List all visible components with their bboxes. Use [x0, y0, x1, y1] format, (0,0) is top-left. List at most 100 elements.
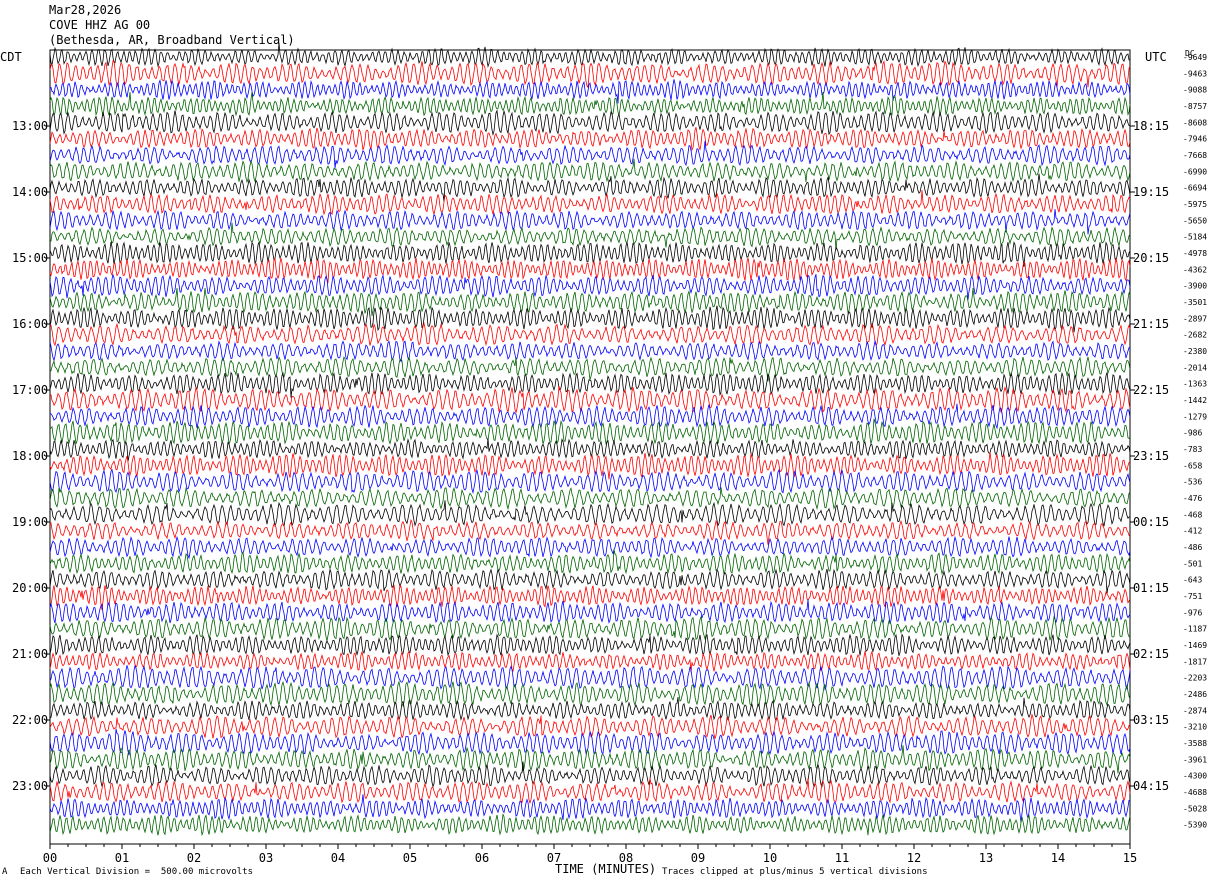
dc-offset-label: -486 — [1183, 543, 1202, 552]
dc-offset-label: -783 — [1183, 445, 1202, 454]
trace-line — [49, 109, 1131, 136]
trace-line — [49, 209, 1131, 235]
dc-offset-label: -2203 — [1183, 674, 1207, 683]
dc-offset-label: -1187 — [1183, 625, 1207, 634]
dc-offset-label: -4362 — [1183, 265, 1207, 274]
trace-line — [49, 451, 1131, 480]
trace-line — [49, 500, 1130, 528]
right-tick-label: 22:15 — [1133, 383, 1169, 397]
dc-offset-label: -5390 — [1183, 821, 1207, 830]
left-tick-label: 20:00 — [12, 581, 48, 595]
trace-line — [49, 813, 1131, 837]
trace-line — [49, 680, 1131, 708]
trace-line — [49, 713, 1131, 739]
dc-offset-label: -5650 — [1183, 216, 1207, 225]
dc-offset-label: -476 — [1183, 494, 1202, 503]
dc-offset-label: -2486 — [1183, 690, 1207, 699]
trace-line — [49, 140, 1131, 169]
x-axis-title: TIME (MINUTES) — [555, 862, 657, 876]
trace-line — [49, 222, 1131, 250]
trace-line — [49, 664, 1131, 691]
right-tick-label: 01:15 — [1133, 581, 1169, 595]
trace-line — [49, 158, 1131, 184]
dc-offset-label: -3210 — [1183, 723, 1207, 732]
header-station: COVE HHZ AG 00 — [49, 18, 151, 32]
trace-line — [49, 518, 1131, 545]
dc-offset-label: -5975 — [1183, 200, 1207, 209]
x-tick-label: 09 — [691, 851, 705, 865]
x-tick-label: 14 — [1051, 851, 1065, 865]
trace-line — [49, 385, 1131, 415]
trace-line — [49, 486, 1131, 511]
left-tick-label: 18:00 — [12, 449, 48, 463]
right-axis-title: UTC — [1145, 50, 1167, 64]
x-tick-label: 07 — [547, 851, 561, 865]
x-tick-label: 10 — [763, 851, 777, 865]
dc-offset-label: -7946 — [1183, 135, 1207, 144]
trace-line — [49, 91, 1131, 117]
dc-offset-label: -536 — [1183, 478, 1202, 487]
trace-line — [49, 371, 1131, 398]
x-tick-label: 05 — [403, 851, 417, 865]
dc-offset-label: -3961 — [1183, 755, 1207, 764]
right-tick-label: 23:15 — [1133, 449, 1169, 463]
left-tick-label: 14:00 — [12, 185, 48, 199]
dc-offset-label: -2682 — [1183, 331, 1207, 340]
right-tick-label: 00:15 — [1133, 515, 1169, 529]
dc-offset-label: -7668 — [1183, 151, 1207, 160]
x-tick-label: 06 — [475, 851, 489, 865]
dc-offset-label: -6990 — [1183, 167, 1207, 176]
x-tick-label: 01 — [115, 851, 129, 865]
right-tick-label: 02:15 — [1133, 647, 1169, 661]
dc-offset-label: -2380 — [1183, 347, 1207, 356]
trace-line — [49, 535, 1131, 560]
trace-line — [49, 650, 1131, 673]
trace-line — [49, 761, 1131, 789]
dc-offset-label: -5028 — [1183, 804, 1207, 813]
left-axis-title: CDT — [0, 50, 22, 64]
trace-line — [49, 403, 1131, 430]
dc-offset-label: -9088 — [1183, 86, 1207, 95]
dc-offset-label: -976 — [1183, 608, 1202, 617]
trace-line — [49, 794, 1131, 823]
trace-line — [49, 599, 1131, 625]
trace-line — [49, 437, 1131, 462]
x-tick-label: 04 — [331, 851, 345, 865]
trace-line — [49, 418, 1131, 446]
dc-offset-label: -658 — [1183, 461, 1202, 470]
trace-line — [49, 356, 1131, 382]
dc-offset-label: -1363 — [1183, 380, 1207, 389]
dc-offset-label: -1279 — [1183, 412, 1207, 421]
x-tick-label: 15 — [1123, 851, 1137, 865]
left-tick-label: 16:00 — [12, 317, 48, 331]
dc-offset-label: -3588 — [1183, 739, 1207, 748]
dc-offset-label: -4978 — [1183, 249, 1207, 258]
dc-offset-label: -9649 — [1183, 53, 1207, 62]
trace-line — [49, 777, 1131, 805]
dc-offset-label: -2014 — [1183, 363, 1207, 372]
right-tick-label: 04:15 — [1133, 779, 1169, 793]
trace-line — [49, 241, 1131, 268]
dc-offset-label: -501 — [1183, 559, 1202, 568]
dc-offset-label: -1442 — [1183, 396, 1207, 405]
dc-offset-label: -751 — [1183, 592, 1202, 601]
trace-line — [49, 549, 1131, 576]
right-tick-label: 19:15 — [1133, 185, 1169, 199]
x-tick-label: 11 — [835, 851, 849, 865]
dc-offset-label: -3900 — [1183, 282, 1207, 291]
dc-offset-label: -412 — [1183, 527, 1202, 536]
x-tick-label: 12 — [907, 851, 921, 865]
right-tick-label: 03:15 — [1133, 713, 1169, 727]
dc-offset-label: -468 — [1183, 510, 1202, 519]
right-tick-label: 18:15 — [1133, 119, 1169, 133]
trace-line — [49, 339, 1130, 363]
trace-line — [49, 274, 1131, 300]
trace-line — [49, 321, 1131, 347]
header-location: (Bethesda, AR, Broadband Vertical) — [49, 33, 295, 47]
trace-line — [49, 745, 1131, 774]
trace-line — [49, 728, 1131, 757]
footer-mark: A — [2, 867, 8, 877]
x-tick-label: 13 — [979, 851, 993, 865]
trace-line — [49, 127, 1131, 152]
